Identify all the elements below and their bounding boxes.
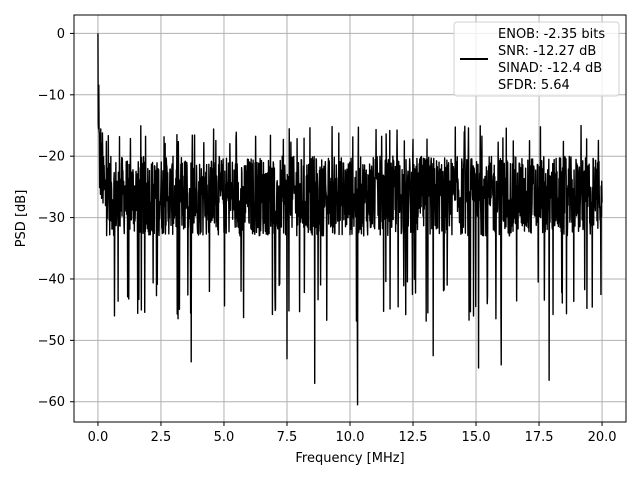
legend-sinad: SINAD: -12.4 dB bbox=[498, 61, 602, 76]
x-tick-label: 15.0 bbox=[462, 430, 491, 445]
x-tick-label: 0.0 bbox=[88, 430, 109, 445]
y-axis-label: PSD [dB] bbox=[14, 190, 29, 248]
legend: ENOB: -2.35 bits SNR: -12.27 dB SINAD: -… bbox=[453, 21, 620, 97]
y-axis: 0 −10 −20 −30 −40 −50 −60 bbox=[38, 27, 74, 410]
psd-trace bbox=[97, 33, 603, 406]
legend-box bbox=[453, 21, 620, 97]
y-tick-label: −30 bbox=[38, 211, 65, 226]
y-tick-label: −40 bbox=[38, 272, 65, 287]
x-axis: 0.0 2.5 5.0 7.5 10.0 12.5 15.0 17.5 20.0 bbox=[88, 422, 617, 445]
x-tick-label: 20.0 bbox=[588, 430, 617, 445]
legend-sfdr: SFDR: 5.64 bbox=[498, 78, 570, 93]
psd-series bbox=[97, 33, 603, 406]
y-tick-label: 0 bbox=[57, 27, 65, 42]
y-tick-label: −10 bbox=[38, 88, 65, 103]
legend-snr: SNR: -12.27 dB bbox=[498, 44, 596, 59]
legend-enob: ENOB: -2.35 bits bbox=[498, 27, 605, 42]
y-tick-label: −60 bbox=[38, 395, 65, 410]
y-tick-label: −50 bbox=[38, 334, 65, 349]
x-tick-label: 7.5 bbox=[277, 430, 298, 445]
x-tick-label: 5.0 bbox=[214, 430, 235, 445]
y-tick-label: −20 bbox=[38, 150, 65, 165]
x-tick-label: 2.5 bbox=[151, 430, 172, 445]
x-tick-label: 10.0 bbox=[336, 430, 365, 445]
x-tick-label: 17.5 bbox=[525, 430, 554, 445]
x-tick-label: 12.5 bbox=[399, 430, 428, 445]
x-axis-label: Frequency [MHz] bbox=[295, 451, 404, 466]
